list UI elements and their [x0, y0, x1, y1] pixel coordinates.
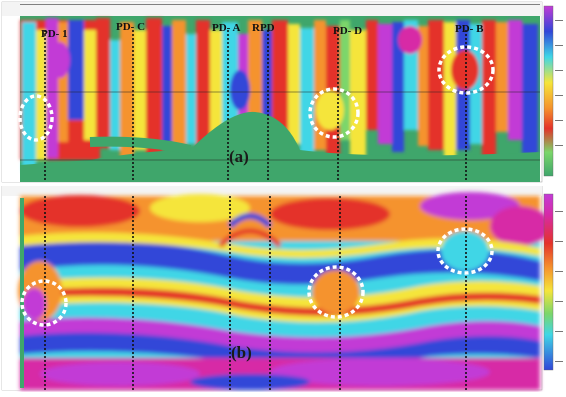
panel-a-tick-strip — [2, 2, 542, 16]
highlight-circle — [20, 279, 68, 327]
panel-b-colorbar-ticks — [555, 211, 563, 362]
panel-b-well-lines — [44, 196, 467, 390]
highlight-circle — [18, 94, 54, 142]
highlight-circle — [307, 265, 365, 319]
panel-a-image: PD- 1 PD- C PD- A RPD PD- D PD- B (a) — [1, 1, 563, 183]
highlight-circle — [308, 87, 360, 139]
panel-a-colorbar — [543, 5, 554, 177]
panel-a-seismic-body — [20, 18, 538, 172]
well-label-pd-a: PD- A — [212, 22, 240, 34]
panel-b-left-axis — [2, 196, 20, 390]
well-label-rpd: RPD — [252, 22, 275, 34]
highlight-circle — [436, 227, 494, 275]
well-label-pd-c: PD- C — [116, 21, 145, 33]
well-label-pd-b: PD- B — [455, 23, 484, 35]
panel-b-highlight-circles — [20, 227, 494, 327]
panel-b-label: (b) — [231, 343, 252, 362]
well-label-pd-1: PD- 1 — [41, 28, 68, 40]
panel-a-highlight-circles — [18, 45, 495, 142]
panel-a-axis-ticks — [20, 4, 540, 5]
panel-a-label: (a) — [229, 147, 249, 166]
panel-b-image: (b) — [1, 185, 563, 391]
well-label-pd-d: PD- D — [333, 25, 362, 37]
highlight-circle — [437, 45, 495, 95]
panel-a-left-axis — [2, 16, 20, 182]
panel-a-well-lines — [44, 30, 467, 182]
panel-a-green-dome — [20, 111, 540, 182]
panel-a: PD- 1 PD- C PD- A RPD PD- D PD- B (a) — [0, 0, 566, 184]
panel-b-colorbar — [543, 193, 554, 371]
panel-b-edge-strip — [20, 198, 24, 388]
panel-b: (b) — [0, 185, 566, 392]
panel-b-seismic-body — [18, 192, 550, 390]
panel-b-tick-strip — [2, 186, 542, 196]
panel-a-colorbar-ticks — [555, 20, 563, 146]
